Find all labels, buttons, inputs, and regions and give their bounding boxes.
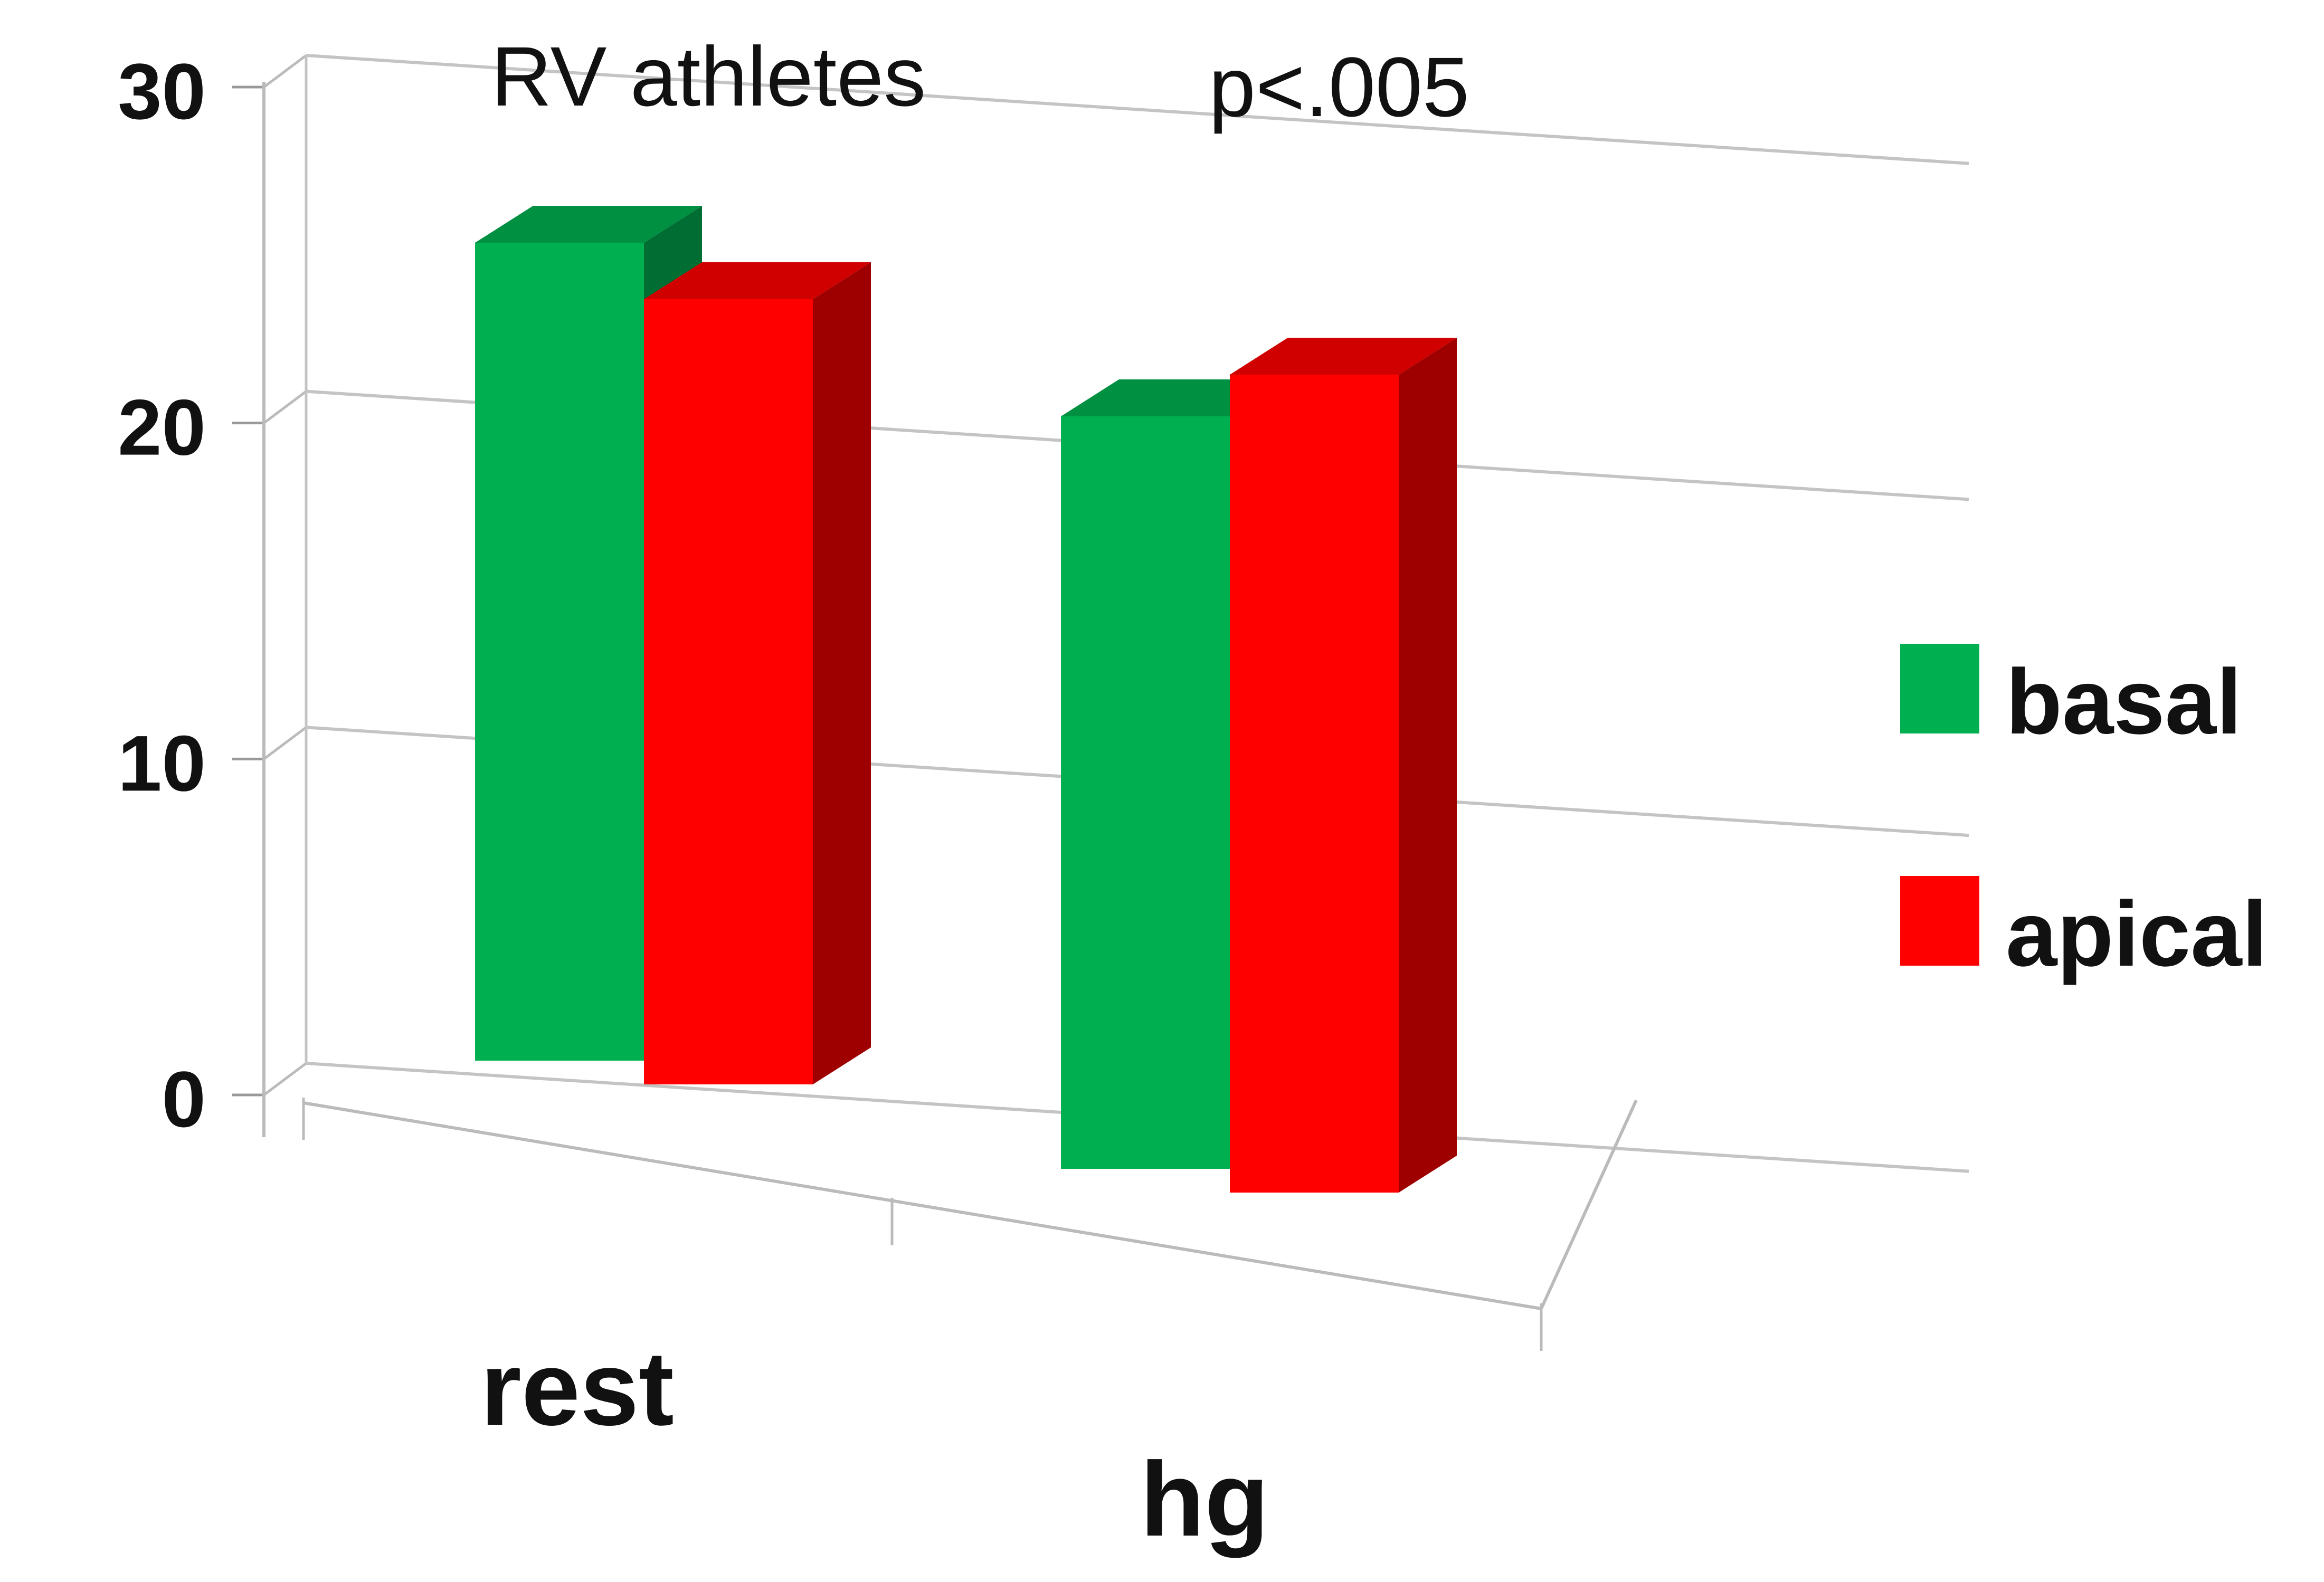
y-tick-label: 10 [118, 719, 206, 807]
y-tick-label: 20 [118, 383, 206, 472]
bar-front-face [475, 243, 644, 1061]
bar-top-face [1230, 338, 1457, 375]
bar-apical-rest [644, 262, 871, 1084]
grid-depth-line [263, 390, 307, 424]
grid-depth-line [263, 54, 307, 88]
x-tick-label: rest [480, 1330, 674, 1447]
y-tick-label: 30 [118, 47, 206, 136]
axes [232, 55, 1638, 1351]
legend-label-apical: apical [2006, 883, 2268, 986]
bar-front-face [1061, 416, 1230, 1169]
bar-apical-hg [1230, 338, 1457, 1193]
x-tick-labels: rest hg [480, 1330, 1269, 1558]
annotation-pvalue: p<.005 [1209, 40, 1469, 134]
bar-front-face [644, 299, 813, 1084]
grid-depth-line [263, 1062, 307, 1096]
legend: basal apical [1900, 644, 2268, 986]
bar-side-face [1399, 338, 1457, 1193]
bar-top-face [475, 206, 702, 243]
bar-front-face [1230, 375, 1399, 1193]
x-tick-label: hg [1140, 1441, 1269, 1558]
y-tick-label: 0 [162, 1055, 206, 1143]
bars [475, 206, 1457, 1193]
bar-top-face [644, 262, 871, 299]
legend-swatch-apical [1900, 876, 1979, 966]
y-tick-labels: 0 10 20 30 [118, 47, 206, 1143]
legend-label-basal: basal [2006, 651, 2242, 754]
floor-right-edge [1540, 1099, 1638, 1310]
x-axis-line [303, 1101, 1542, 1310]
grid-depth-line [263, 726, 307, 760]
bar-side-face [813, 262, 871, 1084]
annotation-title: RV athletes [491, 29, 926, 123]
legend-swatch-basal [1900, 644, 1979, 733]
gridline [306, 54, 1969, 165]
